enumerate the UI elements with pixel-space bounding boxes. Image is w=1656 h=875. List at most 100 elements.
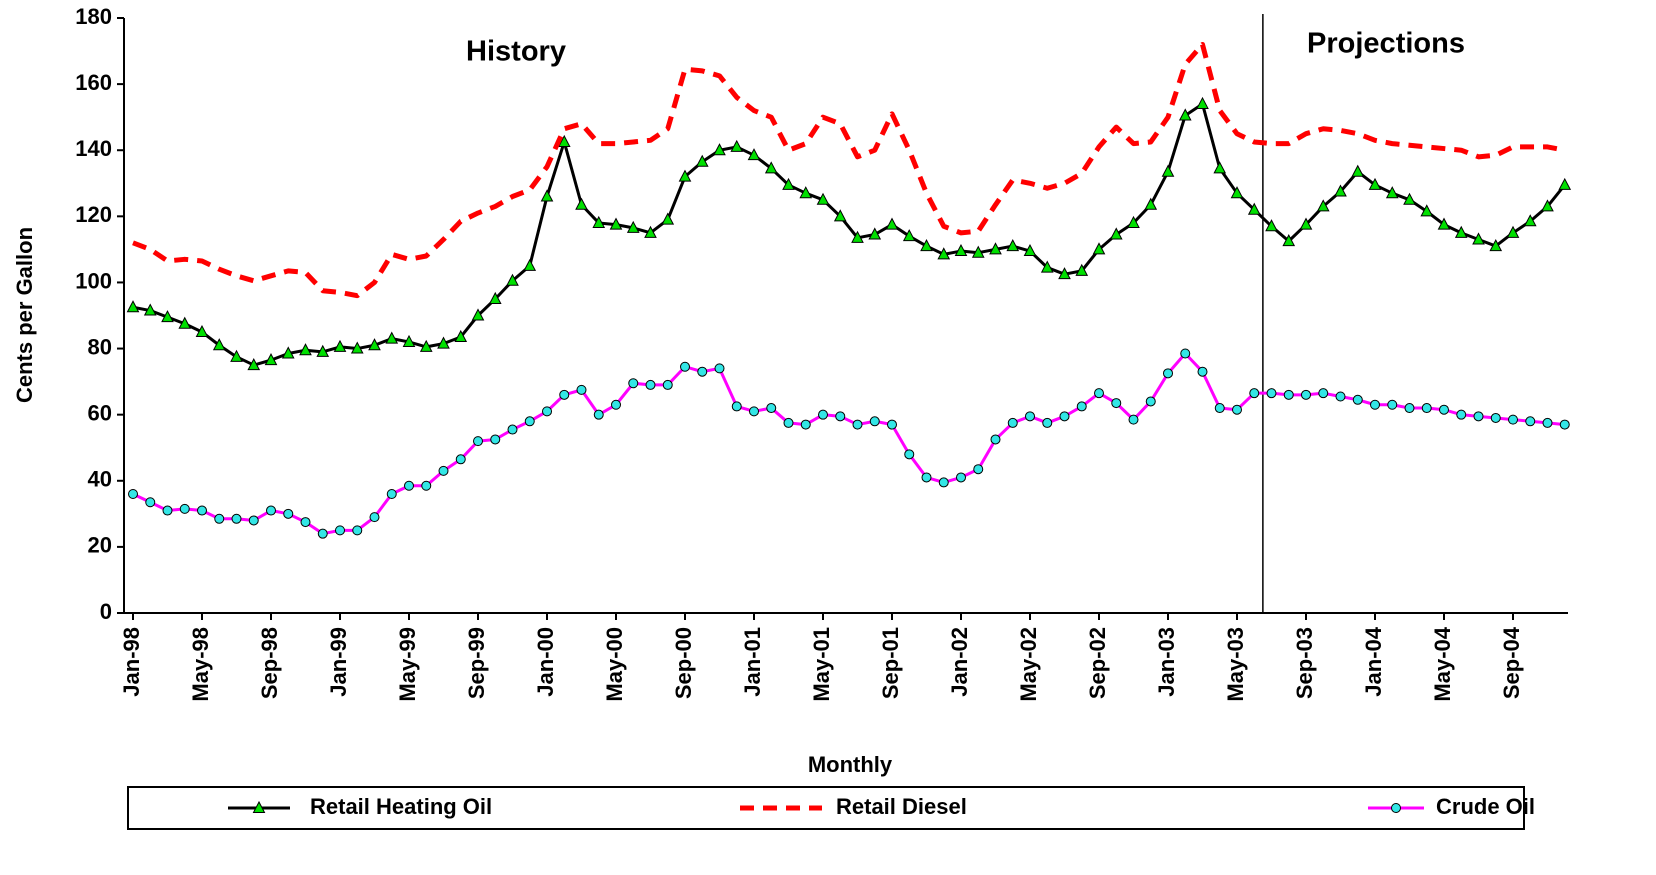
data-point (212, 338, 226, 351)
data-point (1196, 96, 1209, 109)
data-point (559, 389, 570, 400)
data-point (1249, 388, 1260, 399)
data-point (661, 212, 675, 225)
data-point (1230, 186, 1244, 199)
data-point (1437, 217, 1451, 230)
data-point (1404, 403, 1415, 414)
data-point (1025, 411, 1035, 422)
data-point (1214, 403, 1225, 414)
data-point (506, 273, 519, 286)
data-point (818, 409, 828, 420)
data-point (1420, 204, 1434, 217)
data-point (333, 339, 347, 352)
data-point (385, 331, 399, 344)
data-point (1283, 389, 1294, 400)
data-point (628, 378, 639, 389)
data-point (542, 406, 552, 417)
x-tick-label: Jan-99 (326, 627, 351, 697)
data-point (851, 230, 864, 243)
data-point (764, 161, 778, 174)
data-point (352, 525, 363, 536)
x-tick-label: May-01 (809, 627, 834, 702)
annotation: History (466, 36, 566, 68)
data-point (749, 406, 759, 417)
data-point (1472, 232, 1485, 245)
data-point (1058, 267, 1071, 280)
data-point (1559, 419, 1570, 430)
data-point (1542, 417, 1553, 428)
legend-label: Crude Oil (1436, 794, 1535, 819)
data-point (386, 489, 397, 499)
series-line (132, 41, 1566, 299)
legend-label: Retail Diesel (836, 794, 967, 819)
x-tick-label: Sep-99 (464, 627, 489, 699)
data-point (1318, 388, 1329, 399)
data-point (938, 477, 949, 488)
data-point (609, 217, 623, 230)
x-tick-label: Sep-04 (1499, 626, 1524, 699)
series-line (132, 102, 1566, 367)
data-point (490, 434, 501, 445)
data-point (281, 346, 295, 359)
x-tick-label: Jan-00 (533, 627, 558, 697)
x-tick-label: May-04 (1430, 626, 1455, 701)
data-point (697, 366, 708, 377)
data-point (852, 419, 863, 430)
data-point (197, 505, 207, 516)
data-point (128, 489, 138, 499)
data-point (1040, 260, 1054, 273)
x-tick-label: Jan-03 (1154, 627, 1179, 697)
legend-marker (252, 800, 266, 813)
data-point (1558, 177, 1572, 190)
data-point (473, 436, 483, 447)
data-point (1127, 215, 1140, 228)
data-point (1092, 242, 1106, 255)
x-tick-label: Sep-01 (878, 627, 903, 699)
data-point (576, 384, 587, 395)
data-point (678, 169, 692, 182)
data-point (1042, 417, 1053, 428)
data-point (1299, 217, 1313, 230)
data-point (455, 454, 466, 465)
data-point (264, 353, 278, 366)
data-point (300, 517, 311, 528)
data-point (1370, 399, 1380, 410)
y-tick-label: 180 (75, 4, 112, 29)
data-point (1006, 239, 1020, 252)
data-point (695, 154, 709, 167)
data-point (1490, 412, 1501, 423)
data-point (920, 239, 933, 252)
data-point (230, 349, 243, 362)
data-point (800, 419, 811, 430)
data-point (438, 465, 449, 476)
data-point (540, 189, 554, 202)
data-point (833, 209, 847, 222)
data-point (231, 513, 242, 524)
data-point (162, 505, 173, 516)
data-point (1144, 197, 1158, 210)
x-tick-label: Jan-98 (119, 627, 144, 697)
data-point (350, 341, 364, 354)
data-point (1232, 404, 1242, 415)
data-point (869, 416, 880, 427)
data-point (283, 508, 294, 519)
data-point (1301, 389, 1311, 400)
data-point (145, 497, 156, 508)
data-point (454, 329, 468, 342)
data-point (611, 399, 621, 410)
data-point (248, 515, 259, 526)
data-point (730, 139, 744, 152)
data-point (816, 192, 830, 205)
data-point (1094, 388, 1104, 399)
data-point (1076, 401, 1087, 412)
x-tick-label: Jan-04 (1361, 626, 1386, 696)
data-point (766, 403, 777, 414)
data-point (731, 401, 742, 412)
data-point (195, 324, 209, 338)
data-point (1178, 108, 1192, 121)
data-point (1075, 263, 1089, 276)
data-point (1111, 398, 1122, 409)
data-point (402, 334, 416, 347)
data-point (747, 148, 761, 161)
